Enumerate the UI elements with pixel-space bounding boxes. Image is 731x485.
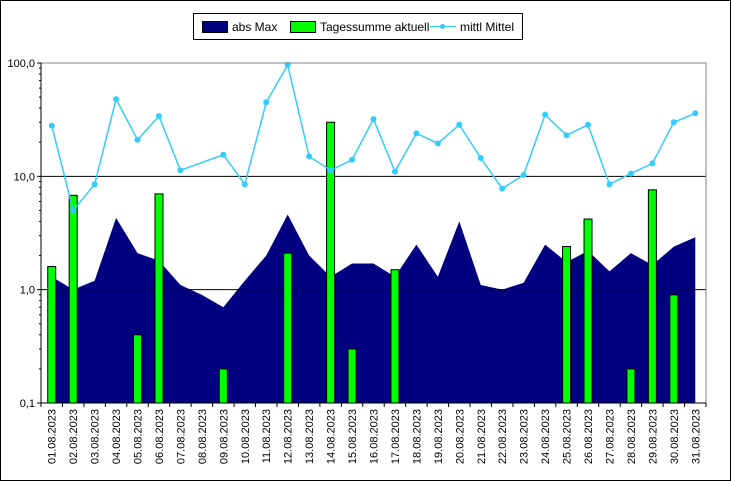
point-mittl-mittel [542,111,549,118]
legend-swatch-tagessumme [290,20,316,33]
bar-tagessumme [47,266,57,404]
x-tick-label: 07.08.2023 [175,409,187,464]
point-mittl-mittel [349,156,356,163]
x-tick-label: 11.08.2023 [261,409,273,463]
point-mittl-mittel [649,160,656,167]
x-tick-label: 05.08.2023 [133,409,145,464]
legend: abs Max Tagessumme aktuell mittl Mittel [193,13,523,40]
legend-item-abs-max: abs Max [202,14,277,39]
point-mittl-mittel [456,121,463,128]
point-mittl-mittel [585,121,592,128]
point-mittl-mittel [48,122,55,129]
x-tick-label: 30.08.2023 [669,409,681,464]
bar-tagessumme [562,246,572,404]
point-mittl-mittel [670,119,677,126]
x-tick-label: 31.08.2023 [690,409,702,464]
point-mittl-mittel [477,155,484,162]
bar-tagessumme [133,334,143,404]
x-tick-label: 19.08.2023 [433,409,445,464]
x-tick-label: 26.08.2023 [583,409,595,464]
point-mittl-mittel [391,168,398,175]
point-mittl-mittel [520,171,527,178]
x-tick-label: 09.08.2023 [218,409,230,464]
y-tick-label: 100,0 [7,58,35,70]
point-mittl-mittel [563,132,570,139]
x-tick-label: 29.08.2023 [647,409,659,464]
x-tick-label: 25.08.2023 [562,409,574,464]
point-mittl-mittel [263,99,270,106]
x-tick-label: 27.08.2023 [604,409,616,464]
point-mittl-mittel [692,110,699,117]
x-tick-label: 04.08.2023 [111,409,123,464]
area-abs-max [51,214,696,403]
point-mittl-mittel [113,96,120,103]
y-tick-label: 1,0 [20,285,35,297]
point-mittl-mittel [241,181,248,188]
x-tick-label: 17.08.2023 [390,409,402,464]
legend-item-tagessumme: Tagessumme aktuell [290,14,429,39]
x-tick-label: 01.08.2023 [47,409,59,464]
x-tick-label: 13.08.2023 [304,409,316,464]
y-tick-label: 0,1 [20,398,35,410]
bar-tagessumme [626,368,636,404]
point-mittl-mittel [434,140,441,147]
point-mittl-mittel [70,207,77,214]
x-tick-label: 02.08.2023 [68,409,80,464]
x-tick-label: 24.08.2023 [540,409,552,464]
point-mittl-mittel [370,116,377,123]
bar-tagessumme [583,218,593,404]
point-mittl-mittel [306,153,313,160]
point-mittl-mittel [177,167,184,174]
x-tick-label: 21.08.2023 [476,409,488,464]
x-tick-label: 12.08.2023 [283,409,295,464]
legend-swatch-mittl-mittel [430,21,456,33]
x-tick-label: 10.08.2023 [240,409,252,464]
point-mittl-mittel [499,185,506,192]
bar-tagessumme [218,368,228,404]
x-tick-label: 18.08.2023 [411,409,423,464]
line-mittl-mittel [50,62,696,213]
point-mittl-mittel [91,181,98,188]
bar-tagessumme [154,193,164,404]
point-mittl-mittel [284,62,291,69]
bar-tagessumme [390,269,400,404]
point-mittl-mittel [155,113,162,120]
bar-tagessumme [326,121,336,404]
bar-tagessumme [68,194,78,404]
legend-label-tagessumme: Tagessumme aktuell [320,19,430,34]
point-mittl-mittel [220,151,227,158]
x-tick-label: 28.08.2023 [626,409,638,464]
x-tick-label: 03.08.2023 [90,409,102,464]
point-mittl-mittel [327,167,334,174]
bar-tagessumme [347,348,357,404]
x-tick-label: 14.08.2023 [326,409,338,464]
x-tick-label: 20.08.2023 [454,409,466,464]
bar-tagessumme [669,294,679,404]
legend-label-mittl-mittel: mittl Mittel [460,19,514,34]
y-tick-label: 10,0 [14,171,35,183]
point-mittl-mittel [413,130,420,137]
legend-item-mittl-mittel: mittl Mittel [430,14,514,39]
bar-tagessumme [283,252,293,404]
point-mittl-mittel [606,181,613,188]
x-tick-label: 22.08.2023 [497,409,509,464]
x-tick-label: 08.08.2023 [197,409,209,464]
point-mittl-mittel [627,170,634,177]
x-tick-label: 16.08.2023 [369,409,381,464]
x-tick-label: 06.08.2023 [154,409,166,464]
bar-tagessumme [647,189,657,404]
x-tick-label: 15.08.2023 [347,409,359,464]
legend-swatch-abs-max [202,20,228,33]
x-tick-label: 23.08.2023 [519,409,531,464]
point-mittl-mittel [134,136,141,143]
legend-label-abs-max: abs Max [232,19,278,34]
